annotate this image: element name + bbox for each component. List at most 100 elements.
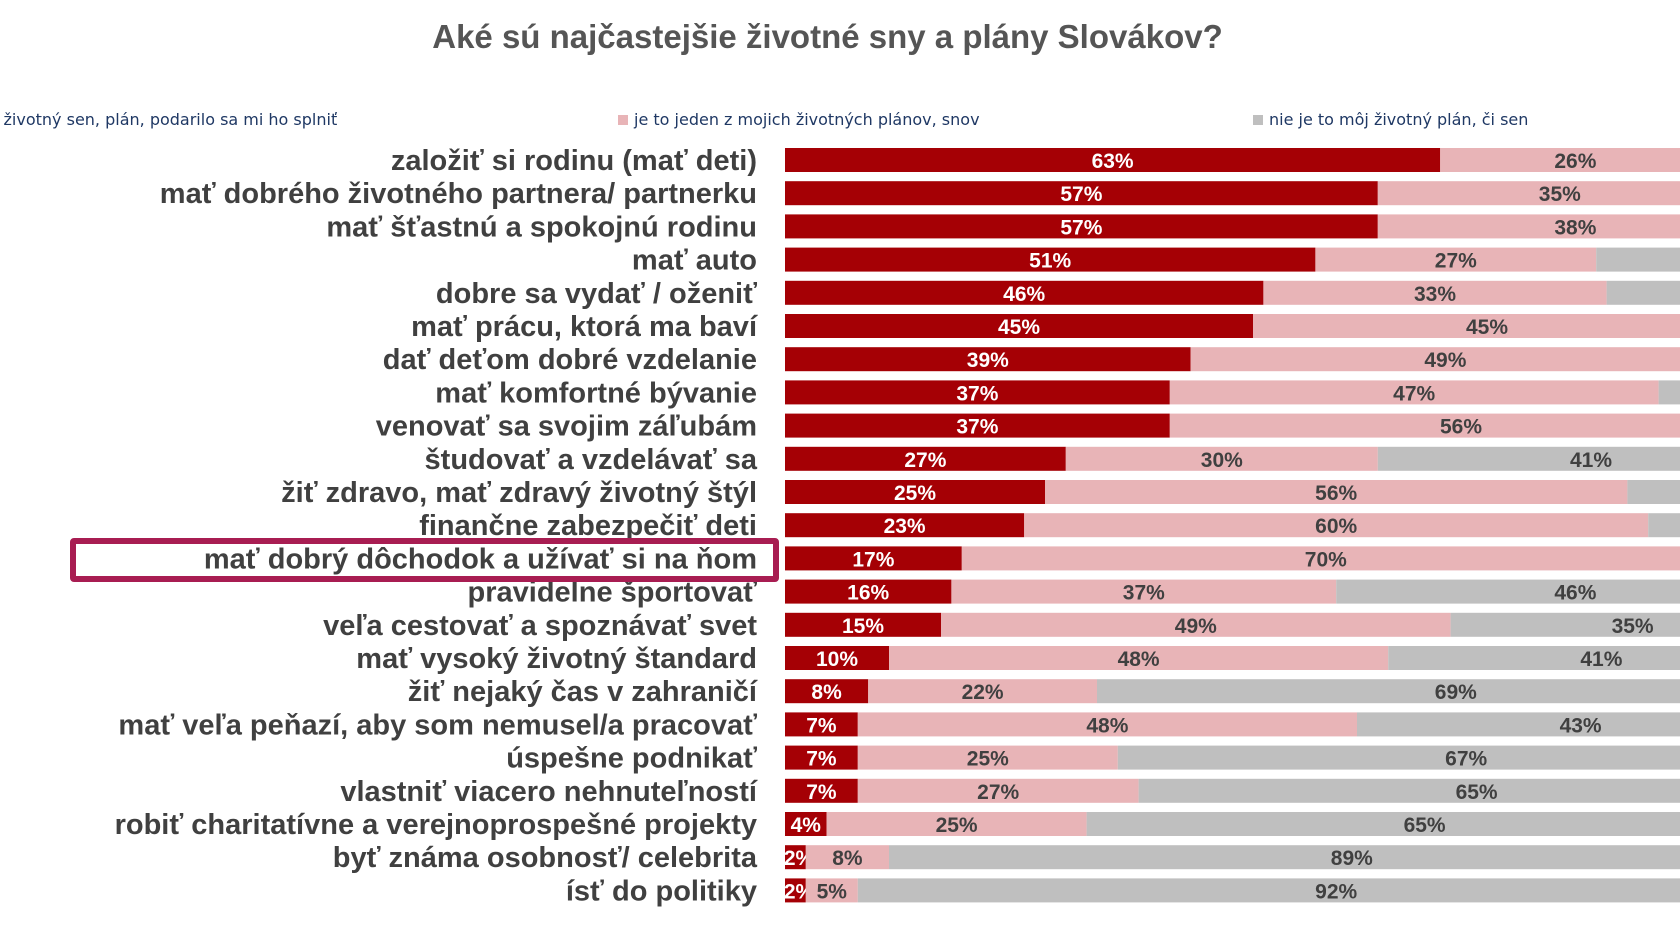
bar-segment-s2 <box>1045 480 1628 504</box>
category-label: žiť zdravo, mať zdravý životný štýl <box>281 477 757 509</box>
category-label: mať prácu, ktorá ma baví <box>411 311 758 343</box>
category-label: žiť nejaký čas v zahraničí <box>408 676 758 708</box>
category-label: mať vysoký životný štandard <box>356 643 757 675</box>
data-label-s1: 25% <box>894 482 936 505</box>
data-label-s2: 5% <box>817 880 848 903</box>
bar-segment-s2 <box>889 646 1389 670</box>
bar-segment-s3 <box>1388 646 1680 670</box>
bar-segment-s1 <box>785 712 858 737</box>
data-label-s3: 65% <box>1456 781 1498 804</box>
bar-segment-s2 <box>1315 247 1597 272</box>
data-label-s3: 69% <box>1435 681 1477 704</box>
bar-segment-s2 <box>951 579 1337 604</box>
bar-segment-s3 <box>1357 712 1680 737</box>
data-label-s2: 27% <box>977 781 1019 804</box>
category-label: ísť do politiky <box>566 875 757 907</box>
bar-segment-s3 <box>1596 247 1680 272</box>
data-label-s2: 47% <box>1393 382 1435 405</box>
bar-segment-s1 <box>785 181 1378 206</box>
data-label-s2: 25% <box>936 814 978 837</box>
bar-segment-s2 <box>941 612 1451 637</box>
category-label: mať šťastnú a spokojnú rodinu <box>326 211 757 243</box>
data-label-s1: 45% <box>998 316 1040 339</box>
bar-segment-s2 <box>868 679 1097 704</box>
bar-segment-s2 <box>826 812 1087 836</box>
bar-segment-s3 <box>1097 679 1680 704</box>
bar-segment-s1 <box>785 679 869 704</box>
bar-segment-s2 <box>1169 380 1659 405</box>
bar-segment-s3 <box>1138 778 1680 803</box>
data-label-s2: 30% <box>1201 449 1243 472</box>
data-label-s1: 63% <box>1092 150 1134 173</box>
data-label-s2: 60% <box>1315 515 1357 538</box>
data-label-s2: 33% <box>1414 283 1456 306</box>
bar-segment-s1 <box>785 513 1025 538</box>
legend-item-fulfilled: j životný sen, plán, podarilo sa mi ho s… <box>0 110 337 129</box>
bar-segment-s1 <box>785 347 1191 372</box>
category-label: robiť charitatívne a verejnoprospešné pr… <box>115 809 757 841</box>
legend-swatch-plan <box>618 114 628 125</box>
bar-segment-s2 <box>857 712 1357 737</box>
data-label-s2: 27% <box>1435 250 1477 273</box>
category-label: mať dobrého životného partnera/ partnerk… <box>160 178 757 210</box>
bar-segment-s1 <box>785 247 1316 272</box>
data-label-s2: 8% <box>832 847 863 870</box>
data-label-s1: 57% <box>1060 183 1102 206</box>
bar-segment-s1 <box>785 579 952 604</box>
data-label-s3: 41% <box>1570 449 1612 472</box>
category-label: úspešne podnikať <box>506 743 757 775</box>
data-label-s1: 37% <box>956 416 998 439</box>
data-label-s2: 45% <box>1466 316 1508 339</box>
bar-segment-s1 <box>785 878 806 903</box>
bar-segment-s1 <box>785 446 1066 471</box>
data-label-s1: 39% <box>967 349 1009 372</box>
data-label-s1: 7% <box>806 781 837 804</box>
legend-swatch-not-plan <box>1253 114 1263 125</box>
category-label: mať dobrý dôchodok a užívať si na ňom <box>204 543 757 575</box>
legend-item-not-plan: nie je to môj životný plán, či sen <box>1253 110 1528 129</box>
data-label-s1: 4% <box>791 814 822 837</box>
data-label-s1: 17% <box>852 548 894 571</box>
bar-segment-s2 <box>1190 347 1680 372</box>
chart-title: Aké sú najčastejšie životné sny a plány … <box>432 18 1223 55</box>
category-label: mať komfortné bývanie <box>435 377 757 409</box>
bar-segment-s1 <box>785 480 1045 504</box>
bar-segment-s1 <box>785 148 1441 172</box>
data-label-s1: 7% <box>806 748 837 771</box>
bar-segment-s3 <box>1086 812 1680 836</box>
data-label-s1: 23% <box>884 515 926 538</box>
data-label-s2: 37% <box>1123 582 1165 605</box>
bar-segment-s2 <box>1253 314 1680 338</box>
highlight-box <box>70 538 779 582</box>
data-label-s2: 38% <box>1554 216 1596 239</box>
bar-segment-s2 <box>1377 181 1680 206</box>
data-label-s2: 22% <box>962 681 1004 704</box>
bar-segment-s2 <box>1377 214 1680 239</box>
category-label: študovať a vzdelávať sa <box>425 444 758 476</box>
data-label-s3: 92% <box>1315 880 1357 903</box>
bar-segment-s3 <box>1648 513 1680 538</box>
data-label-s1: 46% <box>1003 283 1045 306</box>
bar-segment-s1 <box>785 214 1378 239</box>
data-label-s2: 49% <box>1175 615 1217 638</box>
data-label-s3: 43% <box>1560 714 1602 737</box>
data-label-s3: 67% <box>1445 748 1487 771</box>
bar-segment-s2 <box>961 546 1680 571</box>
bar-segment-s2 <box>805 878 858 903</box>
bar-segment-s3 <box>1450 612 1680 637</box>
category-label: finančne zabezpečiť deti <box>419 510 757 542</box>
bar-segment-s1 <box>785 812 827 836</box>
category-label: založiť si rodinu (mať deti) <box>391 145 757 177</box>
bar-segment-s3 <box>1117 745 1680 770</box>
data-label-s1: 10% <box>816 648 858 671</box>
bar-segment-s2 <box>857 778 1139 803</box>
data-label-s2: 70% <box>1305 548 1347 571</box>
legend-label-plan: je to jeden z mojich životných plánov, s… <box>634 110 980 129</box>
bar-segment-s2 <box>1024 513 1649 538</box>
category-label: dobre sa vydať / oženiť <box>436 278 757 310</box>
bar-segment-s3 <box>1336 579 1680 604</box>
data-label-s1: 7% <box>806 714 837 737</box>
bar-segment-s3 <box>1627 480 1680 504</box>
legend-label-fulfilled: j životný sen, plán, podarilo sa mi ho s… <box>0 110 338 129</box>
bar-segment-s3 <box>1606 280 1680 305</box>
